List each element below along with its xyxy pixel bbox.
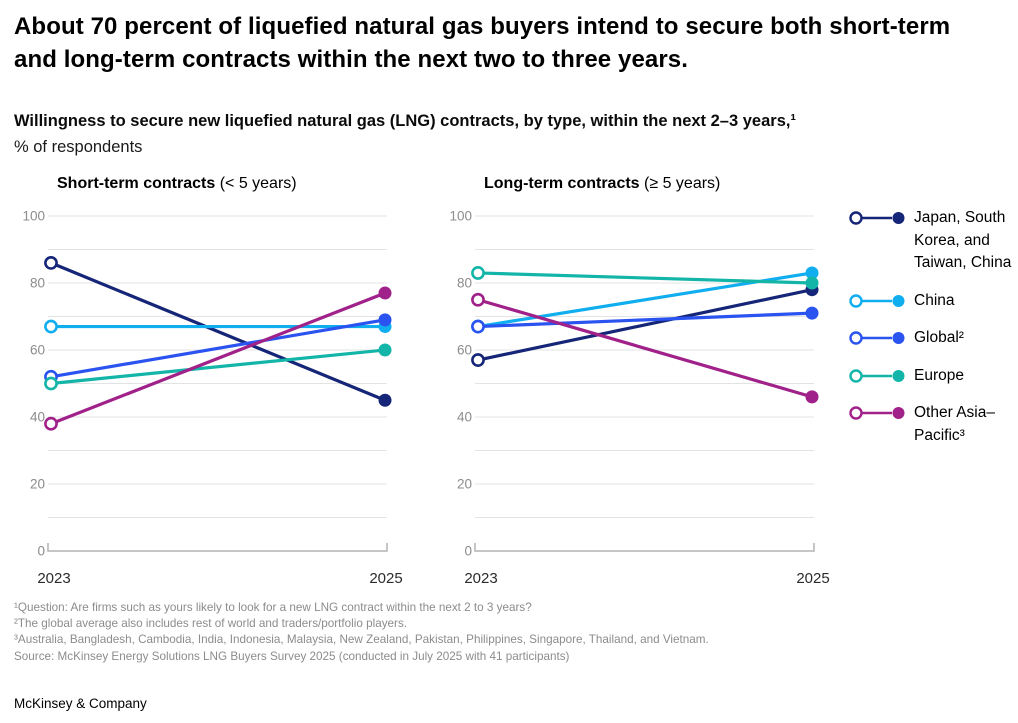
svg-text:80: 80 <box>457 276 472 291</box>
legend-marker-icon <box>849 331 905 345</box>
legend-marker-icon <box>849 406 905 420</box>
svg-text:2025: 2025 <box>796 570 829 587</box>
footnote-global-definition: ²The global average also includes rest o… <box>14 617 408 631</box>
footnote-question: ¹Question: Are firms such as yours likel… <box>14 601 532 614</box>
svg-text:100: 100 <box>449 209 472 224</box>
svg-text:2023: 2023 <box>464 570 497 587</box>
footnotes: ¹Question: Are firms such as yours likel… <box>14 600 1004 665</box>
legend: Japan, South Korea, and Taiwan, China Ch… <box>848 207 1018 462</box>
long-term-chart-title: Long-term contracts (≥ 5 years) <box>427 174 847 194</box>
legend-marker-icon <box>849 368 905 383</box>
legend-label: China <box>914 291 955 309</box>
chart-unit-label: % of respondents <box>14 138 143 156</box>
long-term-chart-title-suffix: (≥ 5 years) <box>639 175 721 192</box>
legend-label: Japan, South Korea, and Taiwan, China <box>914 209 1012 271</box>
legend-label: Europe <box>914 366 964 384</box>
legend-item-japan-south-korea-taiwan: Japan, South Korea, and Taiwan, China <box>848 207 1018 275</box>
svg-text:2023: 2023 <box>37 570 70 587</box>
long-term-line-chart: 0 20 40 60 80 100 2023 2025 <box>449 209 829 588</box>
legend-label: Other Asia–Pacific³ <box>914 404 995 444</box>
source-line: Source: McKinsey Energy Solutions LNG Bu… <box>14 649 570 663</box>
svg-text:2025: 2025 <box>369 570 402 587</box>
legend-item-europe: Europe <box>848 365 1018 388</box>
short-term-chart-panel: Short-term contracts (< 5 years) 0 20 40 60… <box>0 174 420 604</box>
chart-subtitle: Willingness to secure new liquefied natu… <box>14 112 796 130</box>
svg-text:20: 20 <box>30 477 45 492</box>
short-term-chart-title-suffix: (< 5 years) <box>215 175 297 192</box>
svg-text:80: 80 <box>30 276 45 291</box>
svg-text:0: 0 <box>464 544 472 559</box>
footnote-asia-pacific-countries: ³Australia, Bangladesh, Cambodia, India,… <box>14 633 709 647</box>
svg-text:20: 20 <box>457 477 472 492</box>
svg-text:60: 60 <box>457 343 472 358</box>
short-term-line-chart: 0 20 40 60 80 100 2023 2025 <box>22 209 402 588</box>
short-term-chart-title-bold: Short-term contracts <box>57 175 216 192</box>
legend-marker-icon <box>849 211 905 225</box>
legend-item-china: China <box>848 290 1018 313</box>
mckinsey-brand: McKinsey & Company <box>14 696 147 711</box>
legend-item-global: Global² <box>848 327 1018 350</box>
svg-text:100: 100 <box>22 209 45 224</box>
short-term-chart-title: Short-term contracts (< 5 years) <box>0 174 420 194</box>
page-title: About 70 percent of liquefied natural ga… <box>14 13 951 73</box>
legend-label: Global² <box>914 329 964 346</box>
svg-text:40: 40 <box>457 410 472 425</box>
long-term-chart-panel: Long-term contracts (≥ 5 years) 0 20 40 60 8… <box>427 174 847 604</box>
svg-text:0: 0 <box>37 544 45 559</box>
long-term-chart-title-bold: Long-term contracts <box>484 175 640 192</box>
legend-item-other-asia-pacific: Other Asia–Pacific³ <box>848 402 1018 447</box>
legend-marker-icon <box>849 293 905 308</box>
svg-text:60: 60 <box>30 343 45 358</box>
svg-text:40: 40 <box>30 410 45 425</box>
